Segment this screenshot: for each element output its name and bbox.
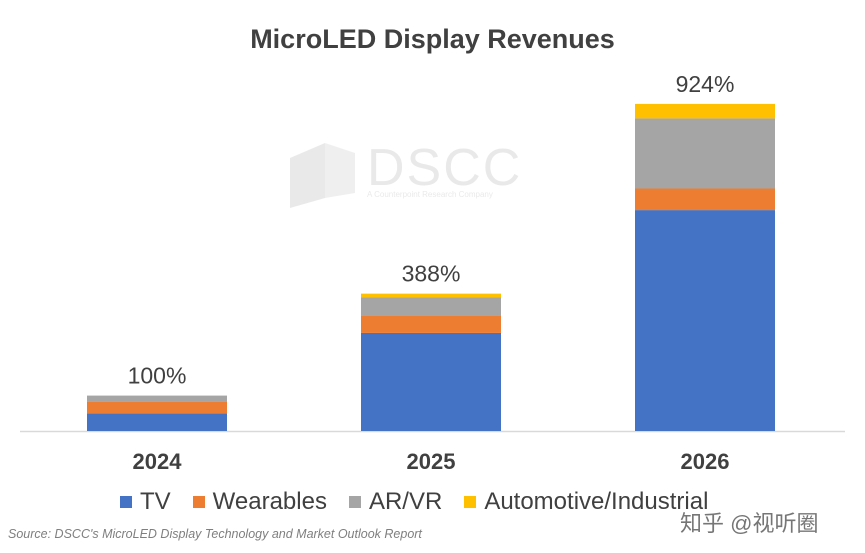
bar-segment-tv-2025 bbox=[361, 332, 501, 431]
bar-segment-tv-2024 bbox=[87, 413, 227, 431]
total-label: 388% bbox=[402, 261, 461, 287]
total-label: 100% bbox=[128, 363, 187, 389]
logo-tagline: A Counterpoint Research Company bbox=[367, 190, 493, 199]
legend-swatch bbox=[464, 496, 477, 508]
bar-segment-wearables-2026 bbox=[635, 188, 775, 211]
x-tick-label: 2026 bbox=[681, 449, 730, 474]
logo-text: DSCC bbox=[367, 139, 523, 197]
chart-title: MicroLED Display Revenues bbox=[250, 24, 615, 54]
bar-segment-tv-2026 bbox=[635, 210, 775, 431]
bar-segment-ar-vr-2026 bbox=[635, 118, 775, 189]
legend-label: AR/VR bbox=[368, 488, 443, 515]
legend-item: AR/VR bbox=[348, 488, 443, 516]
legend-item: Automotive/Industrial bbox=[464, 488, 708, 516]
bar-segment-automotive-industrial-2026 bbox=[635, 103, 775, 119]
legend-swatch bbox=[192, 496, 205, 508]
legend-label: Automotive/Industrial bbox=[484, 488, 709, 515]
legend-swatch bbox=[120, 496, 132, 508]
legend-item: TV bbox=[120, 488, 171, 516]
legend-item: Wearables bbox=[192, 488, 327, 516]
x-tick-label: 2024 bbox=[133, 449, 183, 474]
legend-label: TV bbox=[140, 488, 171, 515]
dscc-logo-icon bbox=[290, 143, 355, 208]
legend-label: Wearables bbox=[212, 488, 327, 515]
source-note: Source: DSCC's MicroLED Display Technolo… bbox=[8, 527, 422, 541]
bar-segment-wearables-2025 bbox=[361, 315, 501, 333]
bar-segment-automotive-industrial-2025 bbox=[361, 293, 501, 298]
legend: TV Wearables AR/VR Automotive/Industrial bbox=[120, 488, 708, 516]
legend-swatch bbox=[348, 496, 361, 508]
x-tick-label: 2025 bbox=[407, 449, 456, 474]
total-label: 924% bbox=[676, 71, 735, 97]
watermark: 知乎 @视听圈 bbox=[680, 511, 819, 536]
bar-segment-ar-vr-2024 bbox=[87, 395, 227, 402]
bar-segment-ar-vr-2025 bbox=[361, 297, 501, 316]
bar-segment-wearables-2024 bbox=[87, 401, 227, 414]
